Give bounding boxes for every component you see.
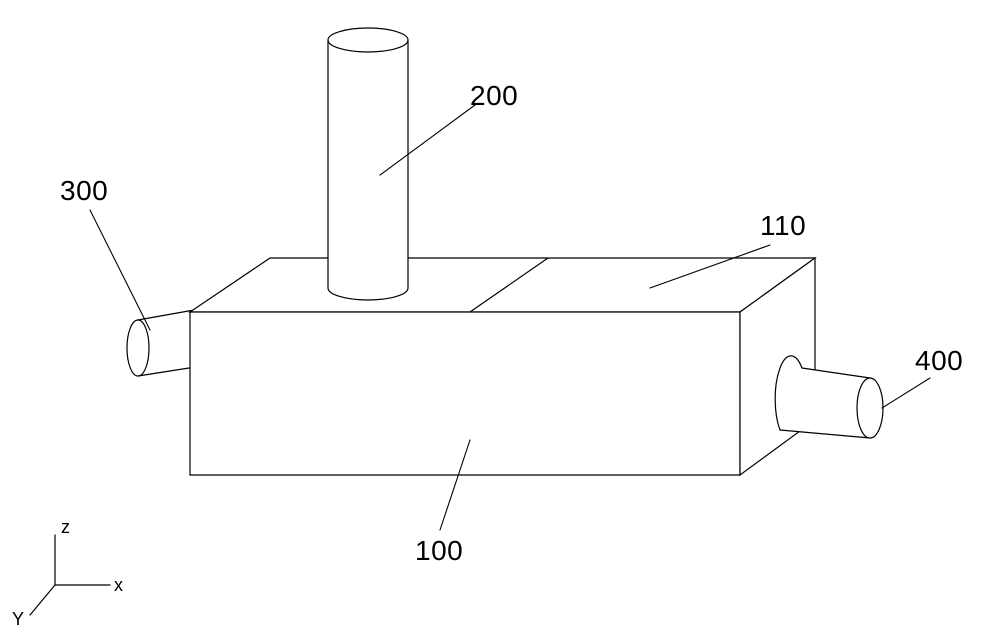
leader-400: [882, 378, 930, 408]
figure-container: 200 300 110 400 100 z x Y: [0, 0, 1000, 635]
label-300: 300: [60, 175, 108, 207]
axis-label-z: z: [61, 517, 70, 538]
axis-label-y: Y: [12, 609, 24, 630]
cyl-300-top-edge: [138, 310, 194, 320]
box-front-face: [190, 312, 740, 475]
label-100: 100: [415, 535, 463, 567]
axis-label-x: x: [114, 575, 123, 596]
cyl-200-shaft-fill: [328, 40, 408, 288]
cyl-200-top-cap: [328, 28, 408, 52]
cyl-400-endcap: [857, 378, 883, 438]
label-200: 200: [470, 80, 518, 112]
box-top-face: [190, 258, 815, 312]
axis-y: [30, 585, 55, 615]
label-400: 400: [915, 345, 963, 377]
label-110: 110: [760, 210, 806, 242]
cyl-300-endcap: [127, 320, 149, 376]
leader-300: [90, 210, 150, 330]
